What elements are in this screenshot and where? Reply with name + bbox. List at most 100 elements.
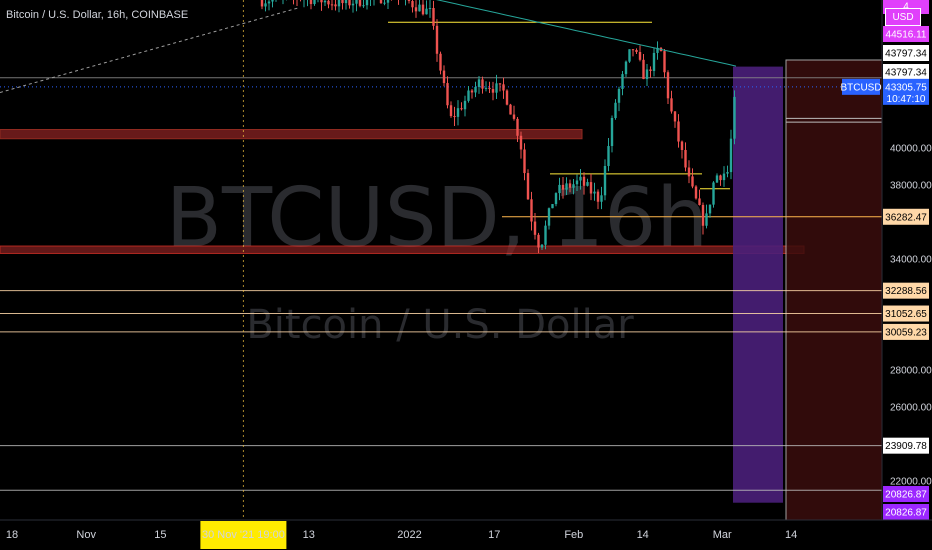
candle-body (351, 3, 355, 6)
candle-body (733, 96, 736, 139)
candle-body (442, 70, 446, 84)
x-tick-label-6: Feb (564, 529, 583, 541)
candle-body (649, 69, 652, 71)
price-tag-6: 31052.65 (883, 305, 929, 322)
last-price-countdown: 10:47:10 (887, 94, 926, 105)
candle-body (481, 79, 484, 89)
price-tag-label: 23909.78 (885, 441, 927, 452)
candle-body (544, 225, 547, 245)
candle-body (680, 141, 684, 150)
candle-body (715, 175, 719, 183)
candle-body (589, 182, 593, 194)
candle-body (593, 191, 596, 194)
drawing-zones (0, 59, 883, 521)
candle-body (341, 0, 344, 4)
candle-body (418, 4, 421, 12)
currency-button[interactable]: USD (885, 8, 921, 26)
candle-body (596, 191, 600, 202)
price-tag-3: 43797.34 (883, 64, 929, 80)
x-tick-label-4: 2022 (397, 529, 421, 541)
candle-body (558, 184, 561, 194)
x-tick-label-1: Nov (76, 529, 96, 541)
candle-body (477, 79, 481, 87)
candle-body (432, 7, 435, 26)
trend-line (0, 6, 301, 93)
crosshair-date-tag: 30 Nov '21 19:00 (200, 521, 287, 549)
candle-body (687, 167, 691, 177)
candle-body (617, 88, 621, 103)
candle-body (614, 102, 617, 119)
price-tag-label: 20826.87 (885, 490, 927, 501)
price-tag-background (883, 323, 929, 340)
x-tick-label-5: 17 (488, 529, 500, 541)
candle-body (645, 69, 649, 80)
candle-body (421, 4, 425, 15)
candle-body (554, 193, 558, 205)
candle-body (460, 108, 463, 110)
candle-body (610, 118, 614, 147)
x-tick-label-9: 14 (785, 529, 797, 541)
candle-body (414, 7, 418, 12)
price-tag-7: 30059.23 (883, 323, 929, 340)
candle-body (425, 8, 428, 15)
candle-body (635, 49, 638, 52)
candle-body (705, 213, 708, 226)
candle-body (330, 4, 334, 6)
candle-body (572, 184, 575, 188)
candle-body (453, 116, 456, 118)
x-tick-label-7: 14 (637, 529, 649, 541)
candle-body (467, 90, 470, 101)
target-box (733, 66, 783, 503)
time-axis[interactable]: 18 Nov 15 13 2022 17 Feb 14 Mar 14 30 Nov '21 19:0… (0, 519, 932, 550)
candle-body (673, 111, 677, 122)
y-tick-label-1: 38000.00 (890, 181, 932, 192)
candle-body (463, 100, 467, 110)
chart-title: Bitcoin / U.S. Dollar, 16h, COINBASE (6, 9, 189, 21)
time-axis-background (0, 520, 932, 550)
candle-body (729, 138, 733, 173)
projection-box (785, 59, 883, 521)
candle-body (470, 90, 474, 93)
candle-body (260, 0, 264, 7)
candle-body (407, 0, 411, 2)
candles (260, 0, 736, 254)
symbol-tag-label: BTCUSD (840, 82, 881, 93)
candle-body (498, 83, 502, 85)
crosshair-date-background (200, 521, 287, 549)
price-tag-background (883, 64, 929, 80)
candle-body (526, 173, 530, 200)
candle-body (512, 114, 516, 119)
candle-body (337, 0, 341, 7)
candle-body (484, 87, 488, 89)
candle-body (456, 108, 460, 117)
x-tick-label-0: 18 (6, 529, 18, 541)
candle-body (537, 234, 540, 248)
candle-body (264, 3, 267, 7)
candle-body (698, 198, 701, 205)
candle-body (624, 61, 628, 75)
candle-body (344, 0, 348, 4)
x-tick-label-2: 15 (154, 529, 166, 541)
candle-body (551, 204, 554, 209)
candle-body (607, 146, 610, 166)
price-tag-4: 36282.47 (883, 208, 929, 225)
price-tag-label: 32288.56 (885, 286, 927, 297)
candle-body (386, 0, 390, 3)
candle-body (579, 176, 582, 181)
price-tag-label: 31052.65 (885, 309, 927, 320)
price-axis[interactable]: 40000.00 38000.00 34000.00 28000.00 26000.00… (881, 0, 932, 550)
price-tag-1: 44516.11 (883, 26, 929, 42)
x-tick-label-8: Mar (713, 529, 732, 541)
last-price-value: 43305.75 (885, 82, 927, 93)
candle-body (708, 204, 712, 214)
candle-body (568, 183, 572, 188)
candle-body (309, 0, 313, 5)
candle-body (712, 182, 715, 205)
price-tag-label: 43797.34 (885, 49, 927, 60)
candle-body (267, 1, 271, 4)
candle-body (313, 0, 316, 5)
candle-body (271, 0, 274, 2)
crosshair-date-label: 30 Nov '21 19:00 (202, 529, 285, 541)
